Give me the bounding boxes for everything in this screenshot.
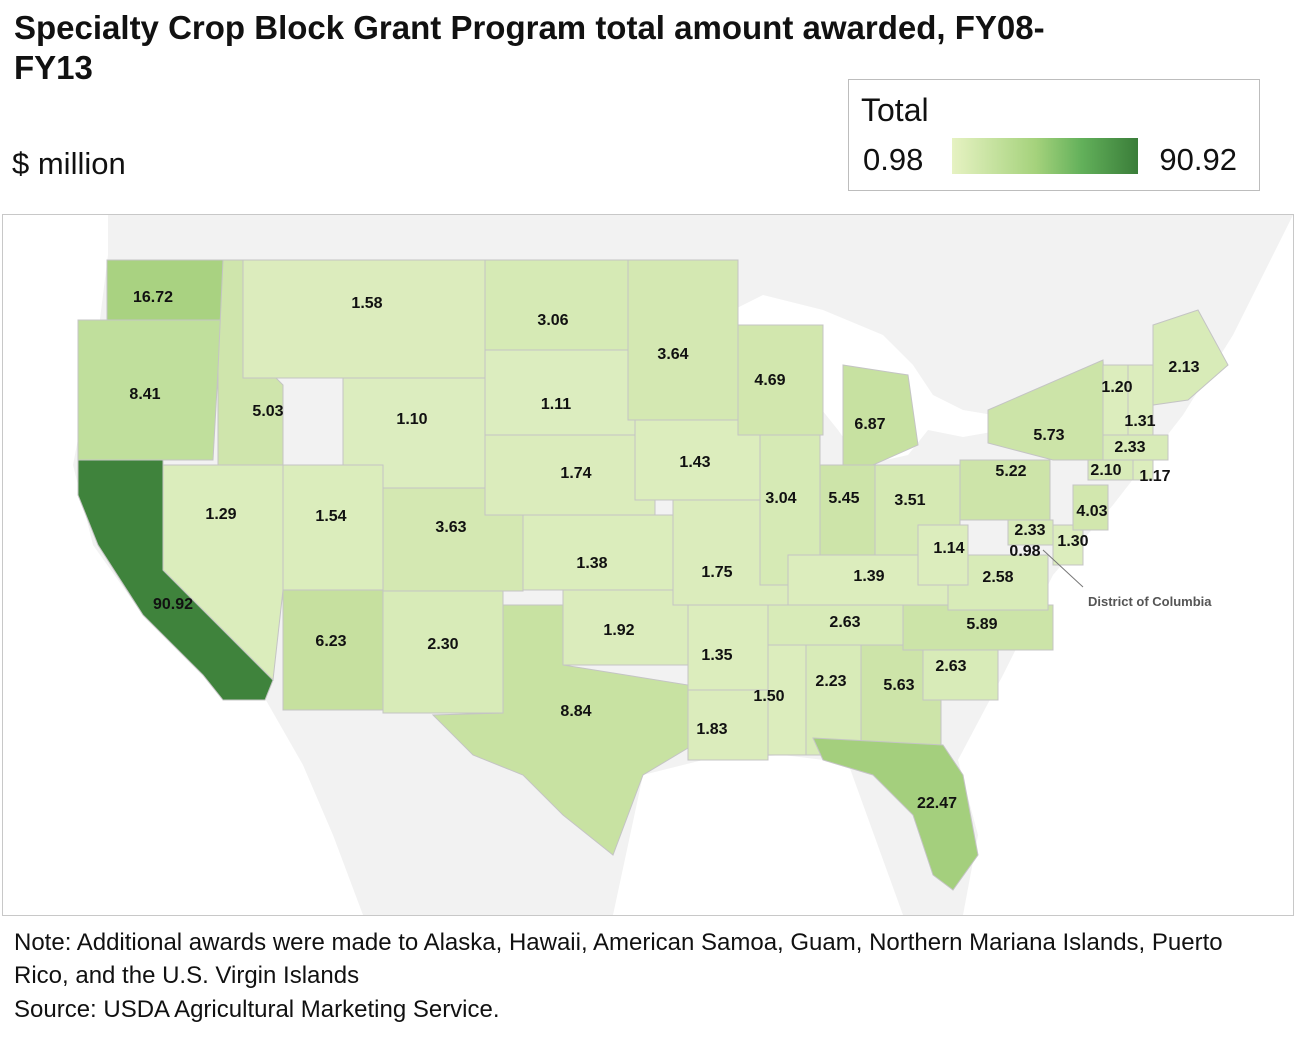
state-arkansas[interactable]: [687, 604, 769, 691]
state-florida[interactable]: [812, 737, 979, 891]
footnote: Note: Additional awards were made to Ala…: [14, 929, 1223, 989]
state-nevada[interactable]: [162, 464, 284, 682]
label-wisconsin: 4.69: [754, 372, 785, 389]
gulf-of-mexico: [613, 755, 903, 915]
label-district-of-columbia: 0.98: [1009, 543, 1040, 560]
label-louisiana: 1.83: [696, 721, 727, 738]
label-arkansas: 1.35: [701, 647, 732, 664]
state-south-dakota[interactable]: [484, 349, 636, 436]
state-new-jersey[interactable]: [1072, 484, 1109, 531]
legend-color-ramp: [952, 138, 1138, 174]
state-arizona[interactable]: [282, 589, 384, 711]
state-washington[interactable]: [106, 259, 224, 321]
label-north-carolina: 5.89: [966, 616, 997, 633]
label-maryland: 2.33: [1014, 522, 1045, 539]
label-pennsylvania: 5.22: [995, 463, 1026, 480]
label-new-hampshire: 1.31: [1124, 413, 1155, 430]
label-oregon: 8.41: [129, 386, 160, 403]
label-illinois: 3.04: [765, 490, 796, 507]
map-canvas: District of Columbia 16.72 8.41 90.92 5.…: [3, 215, 1293, 915]
pacific-ocean: [3, 215, 363, 915]
legend-max-label: 90.92: [1159, 142, 1237, 177]
label-virginia: 2.58: [982, 569, 1013, 586]
label-delaware: 1.30: [1057, 533, 1088, 550]
label-west-virginia: 1.14: [933, 540, 964, 557]
label-new-mexico: 2.30: [427, 636, 458, 653]
label-washington: 16.72: [133, 289, 173, 306]
state-kansas[interactable]: [522, 514, 674, 591]
atlantic-ocean: [958, 215, 1293, 915]
legend-title: Total: [861, 92, 929, 128]
label-new-york: 5.73: [1033, 427, 1064, 444]
label-ohio: 3.51: [894, 492, 925, 509]
label-south-carolina: 2.63: [935, 658, 966, 675]
color-legend: Total 0.98 90.92: [848, 79, 1260, 191]
label-rhode-island: 1.17: [1139, 468, 1170, 485]
dc-callout-label: District of Columbia: [1088, 594, 1212, 609]
state-new-york[interactable]: [987, 359, 1109, 461]
state-montana[interactable]: [242, 259, 486, 379]
label-wyoming: 1.10: [396, 411, 427, 428]
state-michigan[interactable]: [842, 364, 919, 466]
label-oklahoma: 1.92: [603, 622, 634, 639]
label-north-dakota: 3.06: [537, 312, 568, 329]
chart-title: Specialty Crop Block Grant Program total…: [14, 9, 1045, 86]
label-idaho: 5.03: [252, 403, 283, 420]
label-arizona: 6.23: [315, 633, 346, 650]
label-kansas: 1.38: [576, 555, 607, 572]
label-new-jersey: 4.03: [1076, 503, 1107, 520]
state-alabama[interactable]: [805, 644, 862, 756]
label-montana: 1.58: [351, 295, 382, 312]
state-massachusetts[interactable]: [1102, 434, 1169, 461]
dc-callout-leader: [1042, 549, 1084, 588]
label-minnesota: 3.64: [657, 346, 688, 363]
label-indiana: 5.45: [828, 490, 859, 507]
label-alabama: 2.23: [815, 673, 846, 690]
state-value-labels: 16.72 8.41 90.92 5.03 1.29 1.58 1.10 1.5…: [129, 289, 1199, 812]
label-tennessee: 2.63: [829, 614, 860, 631]
label-nebraska: 1.74: [560, 465, 591, 482]
state-texas[interactable]: [431, 604, 694, 856]
label-vermont: 1.20: [1101, 379, 1132, 396]
label-massachusetts: 2.33: [1114, 439, 1145, 456]
state-north-carolina[interactable]: [902, 604, 1054, 651]
label-texas: 8.84: [560, 703, 591, 720]
state-west-virginia[interactable]: [917, 524, 969, 586]
label-colorado: 3.63: [435, 519, 466, 536]
state-maine[interactable]: [1152, 309, 1229, 406]
state-minnesota[interactable]: [627, 259, 739, 421]
label-iowa: 1.43: [679, 454, 710, 471]
label-michigan: 6.87: [854, 416, 885, 433]
state-north-dakota[interactable]: [484, 259, 629, 351]
label-utah: 1.54: [315, 508, 346, 525]
label-mississippi: 1.50: [753, 688, 784, 705]
source-note: Source: USDA Agricultural Marketing Serv…: [14, 996, 500, 1023]
state-delaware[interactable]: [1052, 524, 1084, 566]
label-florida: 22.47: [917, 795, 957, 812]
label-georgia: 5.63: [883, 677, 914, 694]
label-kentucky: 1.39: [853, 568, 884, 585]
state-mississippi[interactable]: [767, 644, 807, 756]
legend-min-label: 0.98: [863, 142, 924, 177]
state-wisconsin[interactable]: [737, 324, 824, 436]
state-oregon[interactable]: [77, 319, 224, 461]
state-pennsylvania[interactable]: [959, 459, 1051, 521]
dc-callout: District of Columbia: [1042, 549, 1212, 609]
label-south-dakota: 1.11: [541, 396, 571, 413]
label-nevada: 1.29: [205, 506, 236, 523]
label-missouri: 1.75: [701, 564, 732, 581]
state-utah[interactable]: [282, 464, 384, 591]
label-maine: 2.13: [1168, 359, 1199, 376]
label-connecticut: 2.10: [1090, 462, 1121, 479]
unit-label: $ million: [12, 146, 126, 181]
label-california: 90.92: [153, 596, 193, 613]
state-new-mexico[interactable]: [382, 590, 504, 714]
state-regions: [77, 259, 1229, 891]
us-choropleth-map[interactable]: District of Columbia 16.72 8.41 90.92 5.…: [2, 214, 1294, 916]
state-louisiana[interactable]: [687, 689, 769, 761]
state-oklahoma[interactable]: [562, 589, 689, 666]
